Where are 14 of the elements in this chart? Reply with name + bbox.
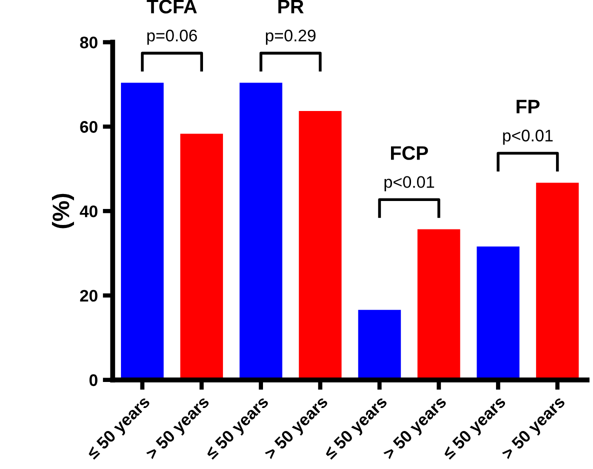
- y-tick-label: 20: [80, 290, 98, 302]
- annotation: p=0.29: [266, 30, 316, 45]
- annotation: p=0.06: [147, 30, 197, 45]
- annotation: p<0.01: [503, 130, 553, 145]
- text: PR: [278, 0, 304, 14]
- annotation: p<0.01: [384, 176, 434, 192]
- y-tick-label: 60: [80, 121, 98, 133]
- annotation: FP: [516, 100, 540, 114]
- y-tick-label: 40: [80, 205, 98, 218]
- y-axis-title: (%): [52, 194, 74, 228]
- y-tick-label: 0: [89, 374, 98, 386]
- y-tick-label: 80: [80, 36, 98, 48]
- text: TCFA: [146, 0, 197, 14]
- annotation: FCP: [391, 146, 428, 160]
